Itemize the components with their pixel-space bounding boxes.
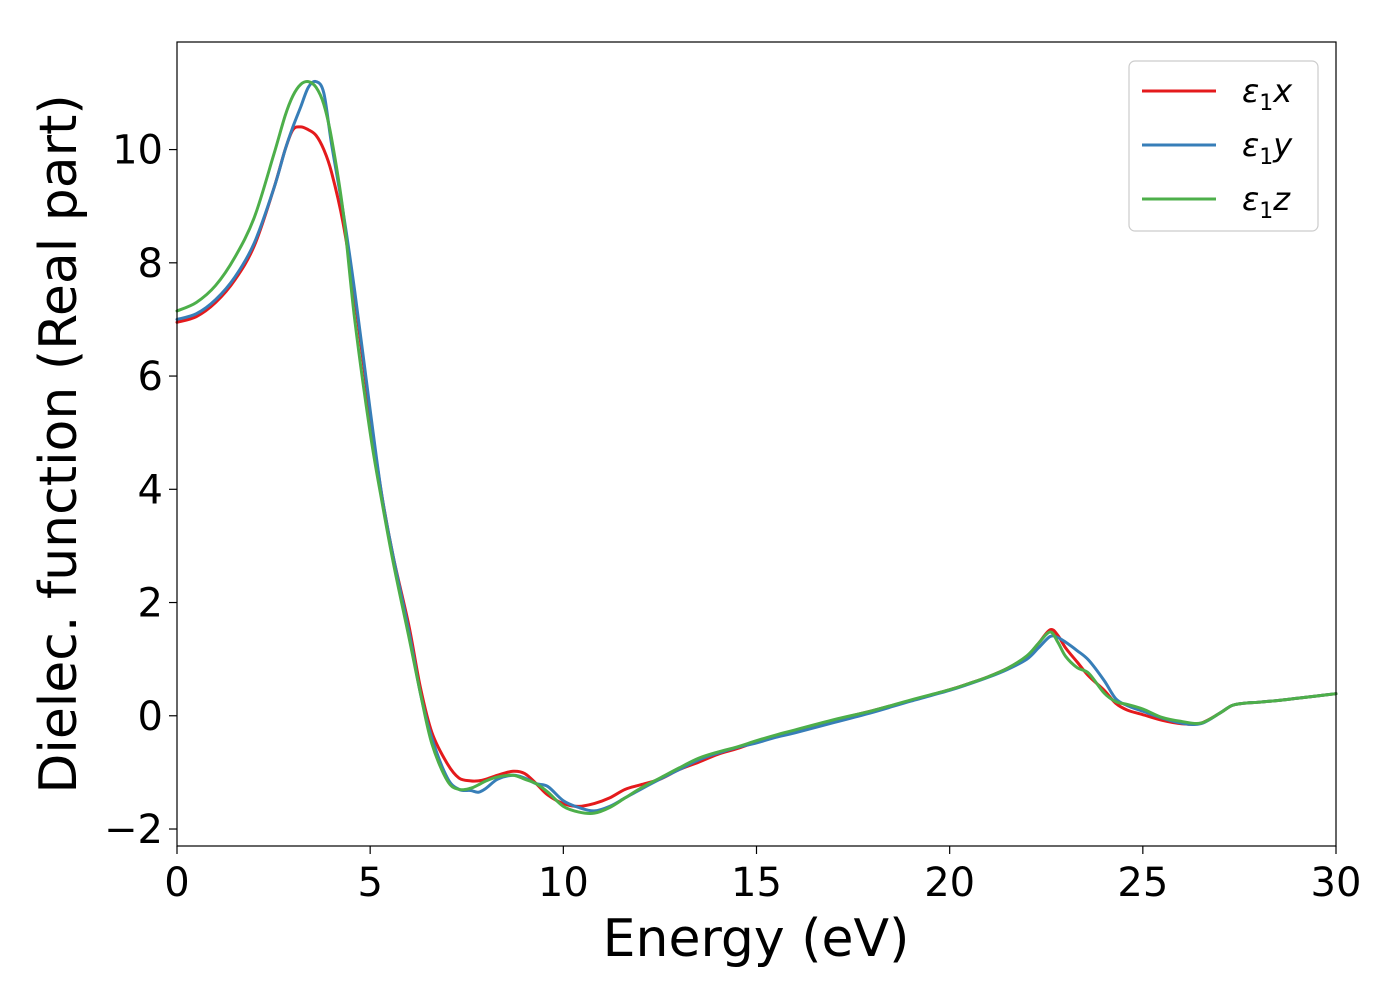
x-tick-label: 10: [538, 860, 589, 906]
plot-area: [175, 79, 1338, 815]
y-tick-label: 6: [138, 354, 163, 400]
legend-box: [1128, 60, 1319, 232]
x-tick-label: 0: [164, 860, 189, 906]
series-line-x: [175, 125, 1338, 808]
y-axis-title: Dielec. function (Real part): [29, 94, 89, 793]
legend-label-y: ε1y: [1242, 126, 1293, 170]
y-tick-label: 2: [138, 581, 163, 627]
series-line-z: [175, 80, 1338, 815]
x-tick-label: 30: [1311, 860, 1362, 906]
y-tick-label: 8: [138, 241, 163, 287]
y-tick-label: 10: [112, 128, 163, 174]
legend: ε1x ε1y ε1z: [1128, 60, 1319, 232]
x-tick-label: 25: [1117, 860, 1168, 906]
x-axis-title: Energy (eV): [603, 909, 910, 969]
y-tick-label: 0: [138, 694, 163, 740]
legend-label-z: ε1z: [1242, 180, 1291, 224]
y-tick-label: −2: [104, 807, 163, 853]
y-axis: −2 0 2 4 6 8 10: [104, 128, 177, 853]
legend-label-x: ε1x: [1242, 72, 1293, 116]
x-axis: 0 5 10 15 20 25 30: [164, 846, 1361, 906]
x-tick-label: 20: [924, 860, 975, 906]
x-tick-label: 5: [357, 860, 382, 906]
y-tick-label: 4: [138, 467, 163, 513]
x-tick-label: 15: [731, 860, 782, 906]
